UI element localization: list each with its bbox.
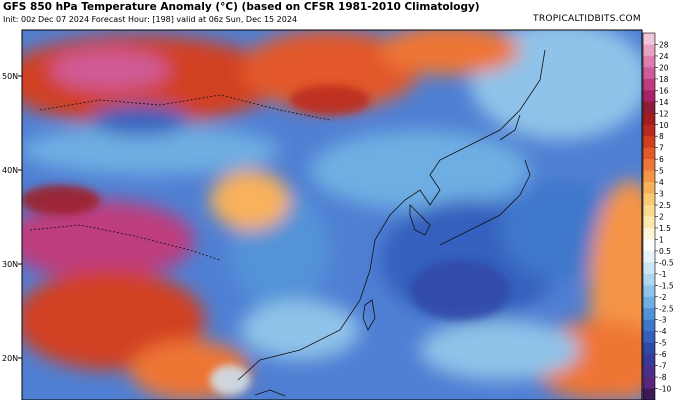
colorbar-swatch [643,113,655,126]
colorbar-swatch [643,147,655,160]
colorbar-swatch [643,285,655,298]
colorbar-label: 4 [659,178,664,187]
site-name: TROPICALTIDBITS.COM [533,14,641,24]
colorbar-label: 6 [659,155,664,164]
colorbar-swatch [643,136,655,148]
colorbar-label: 14 [659,98,669,107]
colorbar-swatch [643,90,655,103]
colorbar-label: -2.5 [659,304,674,313]
colorbar-label: 1.5 [659,224,671,233]
colorbar-label: -10 [659,385,671,394]
colorbar-swatch [643,193,655,206]
colorbar-swatch [643,216,655,229]
colorbar-label: -1 [659,270,667,279]
colorbar-swatch [643,319,655,332]
latitude-label: 30N [2,260,18,269]
colorbar-swatch [643,273,655,286]
colorbar-label: 12 [659,109,669,118]
colorbar-label: -3 [659,316,667,325]
colorbar-label: 3 [659,190,664,199]
colorbar-label: 20 [659,63,669,72]
colorbar-swatch [643,388,655,400]
colorbar-swatch [643,331,655,343]
colorbar-label: 7 [659,144,664,153]
colorbar-label: -2 [659,293,667,302]
colorbar-label: 24 [659,52,669,61]
latitude-label: 40N [2,166,18,175]
colorbar-label: 18 [659,75,669,84]
colorbar-label: 2.5 [659,201,671,210]
latitude-label: 20N [2,354,18,363]
colorbar-label: 2 [659,213,664,222]
colorbar-swatch [643,182,655,194]
colorbar-swatch [643,205,655,217]
map-frame [21,29,643,400]
latitude-label: 50N [2,72,18,81]
colorbar-swatch [643,44,655,57]
colorbar-swatch [643,101,655,114]
colorbar-swatch [643,365,655,378]
colorbar-swatch [643,33,655,45]
map-title: GFS 850 hPa Temperature Anomaly (°C) (ba… [3,1,480,13]
colorbar-swatch [643,296,655,309]
colorbar-label: -8 [659,373,667,382]
colorbar-swatch [643,377,655,389]
colorbar-swatch [643,78,655,91]
colorbar-label: 28 [659,40,669,49]
colorbar-swatch [643,239,655,252]
colorbar-swatch [643,170,655,183]
colorbar-label: -1.5 [659,281,674,290]
colorbar-label: -0.5 [659,258,674,267]
colorbar-label: 8 [659,132,664,141]
colorbar-label: -7 [659,362,667,371]
colorbar-label: -6 [659,350,667,359]
colorbar-swatch [643,227,655,240]
colorbar-label: 5 [659,167,664,176]
colorbar-swatch [643,124,655,137]
colorbar-swatch [643,250,655,263]
colorbar-swatch [643,262,655,275]
map-subtitle: Init: 00z Dec 07 2024 Forecast Hour: [19… [3,15,298,24]
coastlines [29,49,546,397]
colorbar-swatch [643,342,655,355]
anomaly-field [22,30,642,400]
colorbar-label: 10 [659,121,669,130]
colorbar-label: 0.5 [659,247,671,256]
colorbar-swatch [643,354,655,366]
colorbar-label: 16 [659,86,669,95]
colorbar-label: -5 [659,339,667,348]
colorbar-swatch [643,55,655,68]
colorbar-swatch [643,308,655,321]
colorbar-swatch [643,67,655,80]
colorbar-label: 1 [659,235,664,244]
colorbar-label: -4 [659,327,667,336]
colorbar-swatch [643,159,655,171]
